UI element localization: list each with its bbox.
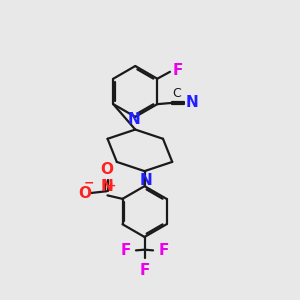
Text: −: − xyxy=(84,176,94,189)
Text: N: N xyxy=(185,95,198,110)
Text: +: + xyxy=(107,181,116,191)
Text: N: N xyxy=(100,179,113,194)
Text: O: O xyxy=(100,162,113,177)
Text: F: F xyxy=(121,243,131,258)
Text: C: C xyxy=(172,87,181,100)
Text: F: F xyxy=(158,243,169,258)
Text: F: F xyxy=(139,263,150,278)
Text: O: O xyxy=(79,186,92,201)
Text: N: N xyxy=(139,173,152,188)
Text: F: F xyxy=(173,63,183,78)
Text: N: N xyxy=(128,112,140,127)
